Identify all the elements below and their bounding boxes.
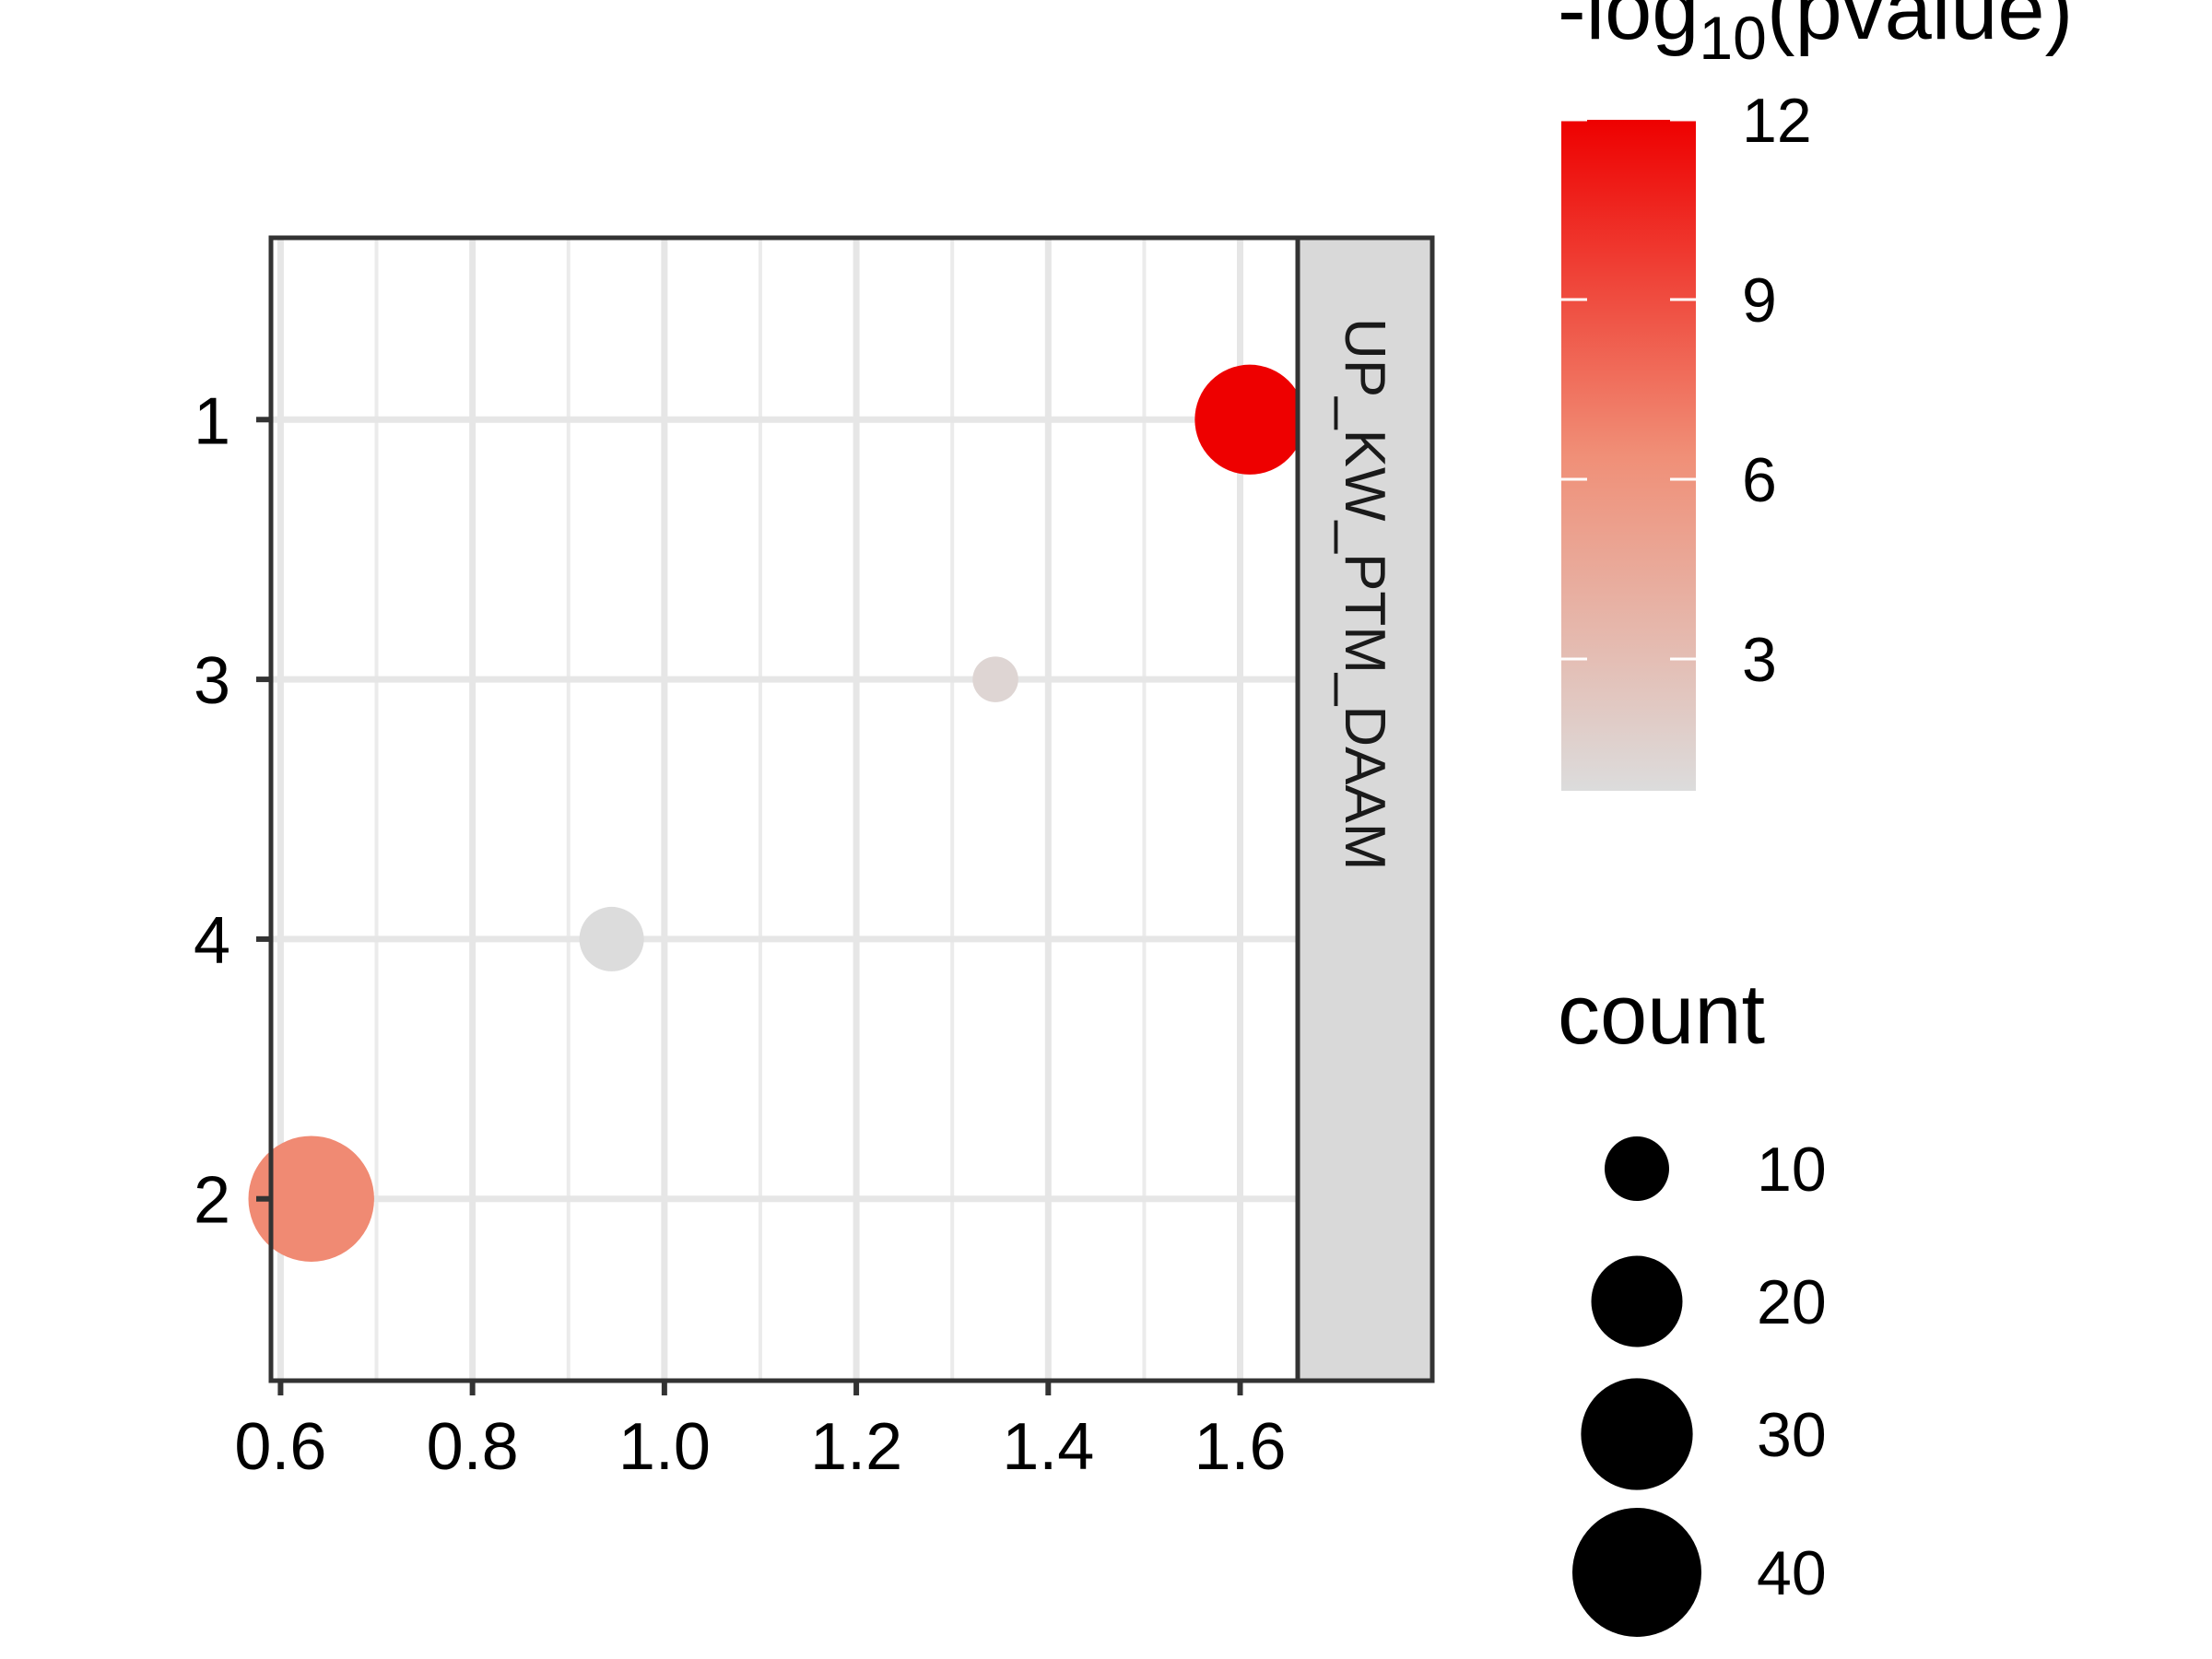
facet-strip-label: UP_KW_PTM_DAAM	[1333, 318, 1396, 870]
x-tick-label: 0.8	[427, 1410, 519, 1484]
data-point-3	[972, 656, 1018, 702]
colorbar-ticks: 3 6 9 12	[1561, 86, 1812, 695]
data-point-4	[579, 906, 644, 971]
colorbar	[1561, 120, 1696, 791]
color-legend-title-rest: (pvalue)	[1767, 0, 2073, 57]
y-tick-label: 1	[194, 384, 230, 458]
y-tick-label: 3	[194, 644, 230, 718]
gridlines	[271, 238, 1298, 1381]
color-legend: -log10(pvalue) 3 6 9 12	[1558, 0, 2073, 791]
colorbar-tick-label: 3	[1742, 625, 1777, 695]
data-point-1	[1194, 364, 1305, 475]
size-legend-label: 10	[1757, 1135, 1827, 1205]
y-axis: 1 3 4 2	[194, 384, 271, 1238]
size-legend-circle	[1591, 1255, 1683, 1347]
x-tick-label: 1.6	[1194, 1410, 1286, 1484]
color-legend-title: -log10(pvalue)	[1558, 0, 2073, 72]
plot-panel	[248, 235, 1305, 1383]
facet-strip: UP_KW_PTM_DAAM	[1295, 235, 1435, 1383]
colorbar-tick-label: 12	[1742, 86, 1812, 156]
y-tick-label: 2	[194, 1164, 230, 1238]
size-legend-circle	[1572, 1508, 1701, 1637]
color-legend-title-subscript: 10	[1699, 4, 1766, 72]
y-tick-label: 4	[194, 904, 230, 978]
x-tick-label: 1.2	[810, 1410, 902, 1484]
size-legend: count 10 20 30 40	[1558, 968, 1827, 1637]
x-tick-label: 1.0	[618, 1410, 711, 1484]
x-tick-label: 0.6	[234, 1410, 326, 1484]
size-legend-circle	[1581, 1378, 1693, 1490]
facet-strip-background	[1295, 235, 1435, 1383]
color-legend-title-main: -log	[1558, 0, 1699, 57]
colorbar-tick-label: 9	[1742, 265, 1777, 335]
panel-background	[271, 238, 1298, 1381]
data-points	[248, 364, 1305, 1262]
colorbar-tick-label: 6	[1742, 445, 1777, 515]
x-axis: 0.6 0.8 1.0 1.2 1.4 1.6	[234, 1381, 1287, 1484]
x-tick-label: 1.4	[1002, 1410, 1094, 1484]
size-legend-label: 40	[1757, 1538, 1827, 1608]
data-point-2	[248, 1135, 374, 1262]
size-legend-circle	[1605, 1136, 1669, 1201]
size-legend-items: 10 20 30 40	[1572, 1135, 1827, 1637]
size-legend-label: 30	[1757, 1400, 1827, 1470]
size-legend-label: 20	[1757, 1267, 1827, 1337]
size-legend-title: count	[1558, 968, 1765, 1062]
